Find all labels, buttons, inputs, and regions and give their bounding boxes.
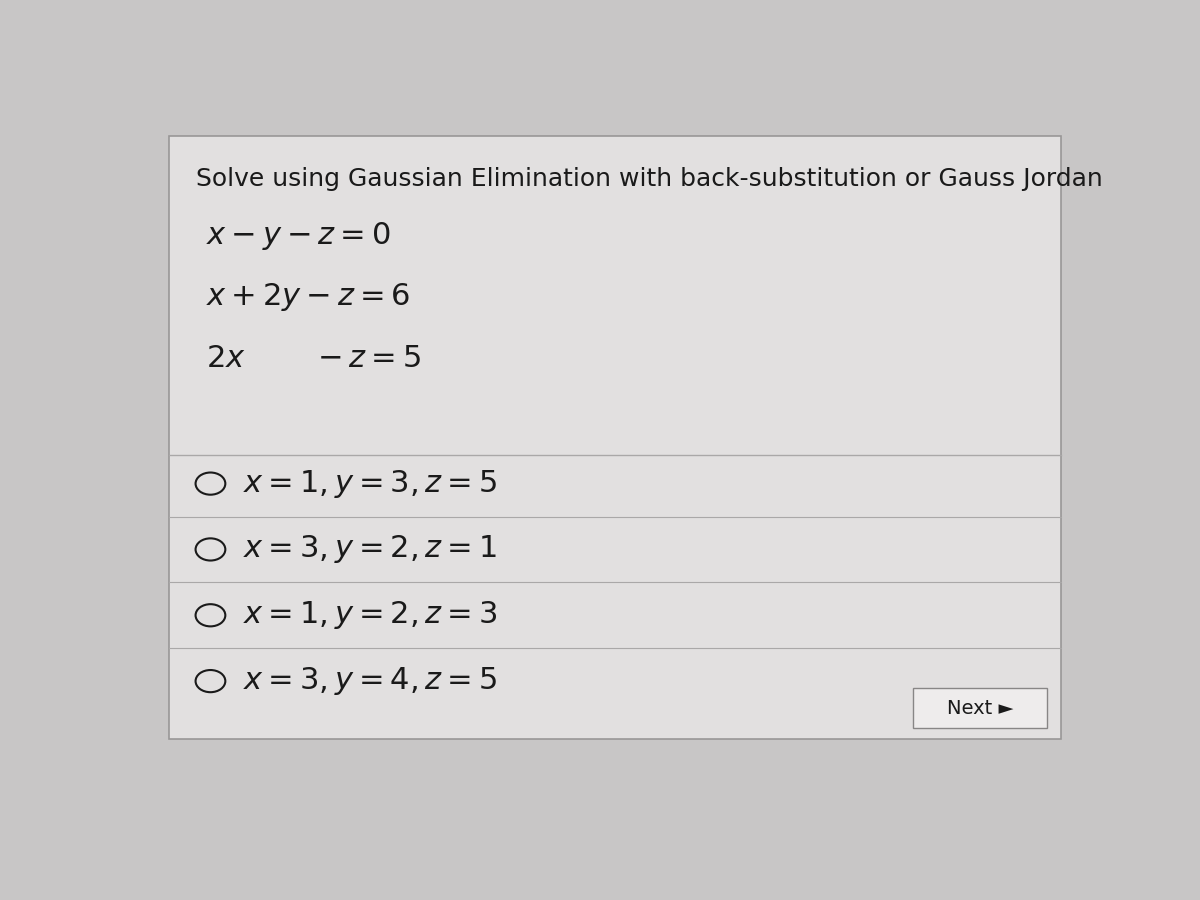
Text: $x = 1, y = 3, z = 5$: $x = 1, y = 3, z = 5$ — [242, 468, 497, 500]
Text: $2x \quad\quad\; - z = 5$: $2x \quad\quad\; - z = 5$ — [206, 343, 420, 373]
Text: $x - y - z = 0$: $x - y - z = 0$ — [206, 220, 390, 252]
Text: $x = 3, y = 2, z = 1$: $x = 3, y = 2, z = 1$ — [242, 534, 497, 565]
Text: $x + 2y - z = 6$: $x + 2y - z = 6$ — [206, 281, 410, 313]
FancyBboxPatch shape — [912, 688, 1048, 728]
Text: $x = 3, y = 4, z = 5$: $x = 3, y = 4, z = 5$ — [242, 665, 497, 698]
Text: $x = 1, y = 2, z = 3$: $x = 1, y = 2, z = 3$ — [242, 599, 497, 631]
Text: Next ►: Next ► — [947, 698, 1013, 717]
Text: Solve using Gaussian Elimination with back-substitution or Gauss Jordan: Solve using Gaussian Elimination with ba… — [197, 166, 1103, 191]
FancyBboxPatch shape — [168, 136, 1062, 739]
